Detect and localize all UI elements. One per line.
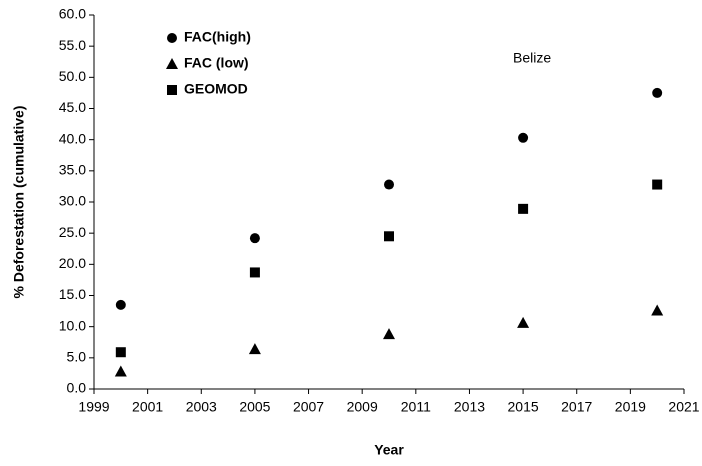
marker-square (384, 231, 394, 242)
x-tick-label: 2007 (293, 399, 324, 415)
x-tick-label: 2005 (239, 399, 270, 415)
marker-square (652, 179, 663, 190)
marker-circle (167, 33, 177, 43)
x-tick-label: 2003 (186, 399, 217, 415)
marker-square (249, 267, 260, 278)
marker-triangle (651, 304, 664, 316)
x-tick-label: 2001 (132, 399, 163, 415)
marker-triangle (517, 316, 530, 328)
x-tick-label: 2011 (401, 399, 431, 415)
marker-square (167, 85, 177, 95)
x-tick-label: 2019 (615, 399, 646, 415)
y-tick-label: 30.0 (59, 193, 86, 209)
y-tick-label: 55.0 (59, 37, 86, 53)
x-tick-label: 2013 (454, 399, 485, 415)
x-tick-label: 1999 (78, 399, 109, 415)
y-tick-label: 50.0 (59, 68, 86, 84)
marker-triangle (383, 328, 395, 340)
y-tick-label: 0.0 (67, 380, 87, 396)
y-tick-label: 20.0 (59, 255, 86, 271)
y-tick-label: 5.0 (67, 349, 87, 365)
legend-label: FAC (low) (184, 55, 249, 71)
x-tick-label: 2021 (668, 399, 699, 415)
y-tick-label: 60.0 (59, 6, 86, 22)
y-tick-label: 10.0 (59, 317, 86, 333)
marker-triangle (114, 365, 127, 377)
legend-label: GEOMOD (184, 81, 248, 97)
legend-label: FAC(high) (184, 29, 251, 45)
marker-triangle (248, 343, 261, 355)
annotation: Belize (513, 50, 551, 66)
marker-square (518, 203, 529, 214)
marker-circle (652, 87, 663, 98)
y-tick-label: 35.0 (59, 162, 86, 178)
y-tick-label: 25.0 (59, 224, 86, 240)
marker-square (115, 347, 126, 358)
x-tick-label: 2017 (561, 399, 592, 415)
x-tick-label: 2009 (347, 399, 378, 415)
x-tick-label: 2015 (508, 399, 539, 415)
y-tick-label: 45.0 (59, 99, 86, 115)
marker-triangle (166, 58, 178, 69)
marker-circle (518, 132, 529, 143)
marker-circle (115, 299, 126, 310)
y-tick-label: 15.0 (59, 286, 86, 302)
y-axis-title: % Deforestation (cumulative) (11, 106, 27, 299)
y-tick-label: 40.0 (59, 130, 86, 146)
marker-circle (249, 233, 260, 244)
x-axis-title: Year (374, 442, 404, 458)
marker-circle (384, 179, 394, 190)
